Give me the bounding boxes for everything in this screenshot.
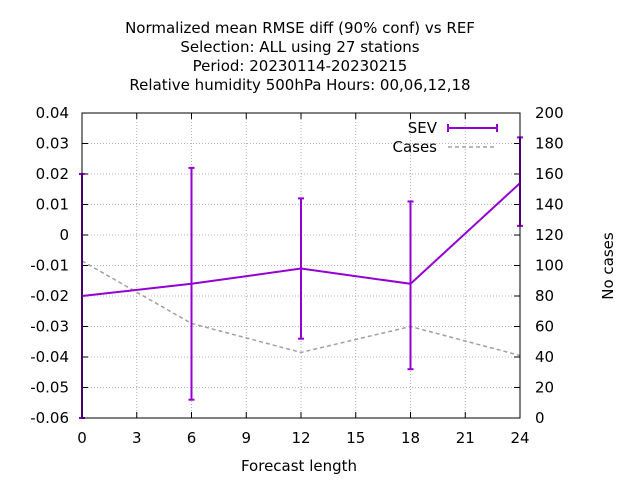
legend-label-cases: Cases <box>392 138 437 156</box>
y-tick-label: -0.02 <box>30 287 69 305</box>
title-line-2: Selection: ALL using 27 stations <box>180 38 419 56</box>
y-tick-label: 0 <box>59 226 69 244</box>
x-tick-label: 21 <box>456 429 475 447</box>
title-line-1: Normalized mean RMSE diff (90% conf) vs … <box>125 19 475 37</box>
y-tick-label: -0.04 <box>30 348 69 366</box>
x-tick-label: 0 <box>77 429 87 447</box>
x-tick-label: 12 <box>291 429 310 447</box>
y2-tick-label: 20 <box>535 379 554 397</box>
y-tick-label: -0.01 <box>30 257 69 275</box>
x-axis-label: Forecast length <box>241 457 357 475</box>
y2-tick-label: 0 <box>535 409 545 427</box>
legend: SEV Cases <box>392 119 498 156</box>
x-tick-label: 24 <box>510 429 529 447</box>
chart-title: Normalized mean RMSE diff (90% conf) vs … <box>125 19 475 94</box>
y-tick-label: 0.01 <box>36 196 69 214</box>
y2-tick-label: 200 <box>535 104 564 122</box>
y-tick-label: -0.06 <box>30 409 69 427</box>
legend-swatch-sev <box>447 124 498 132</box>
y2-tick-label: 40 <box>535 348 554 366</box>
x-tick-label: 18 <box>401 429 420 447</box>
y-tick-label: 0.02 <box>36 165 69 183</box>
y-tick-label: 0.03 <box>36 135 69 153</box>
series-line-sev <box>81 182 521 297</box>
y2-axis-label: No cases <box>599 232 617 300</box>
title-line-4: Relative humidity 500hPa Hours: 00,06,12… <box>129 76 470 94</box>
y2-tick-label: 80 <box>535 287 554 305</box>
series-line-cases <box>81 260 521 357</box>
y2-tick-label: 180 <box>535 135 564 153</box>
x-tick-label: 3 <box>132 429 142 447</box>
y-tick-label: 0.04 <box>36 104 69 122</box>
y2-tick-label: 100 <box>535 257 564 275</box>
legend-label-sev: SEV <box>408 119 438 137</box>
x-tick-label: 15 <box>346 429 365 447</box>
y2-tick-label: 60 <box>535 318 554 336</box>
y-tick-label: -0.03 <box>30 318 69 336</box>
ticks: 0 3 6 9 12 15 18 21 24 0.04 0.03 0.02 0.01 0 -0.01 -0.0… <box>30 104 563 447</box>
x-tick-label: 9 <box>241 429 251 447</box>
y2-tick-label: 160 <box>535 165 564 183</box>
y2-tick-label: 140 <box>535 196 564 214</box>
y-tick-label: -0.05 <box>30 379 69 397</box>
y2-tick-label: 120 <box>535 226 564 244</box>
x-tick-label: 6 <box>187 429 197 447</box>
title-line-3: Period: 20230114-20230215 <box>193 57 408 75</box>
plot-frame <box>81 112 521 419</box>
